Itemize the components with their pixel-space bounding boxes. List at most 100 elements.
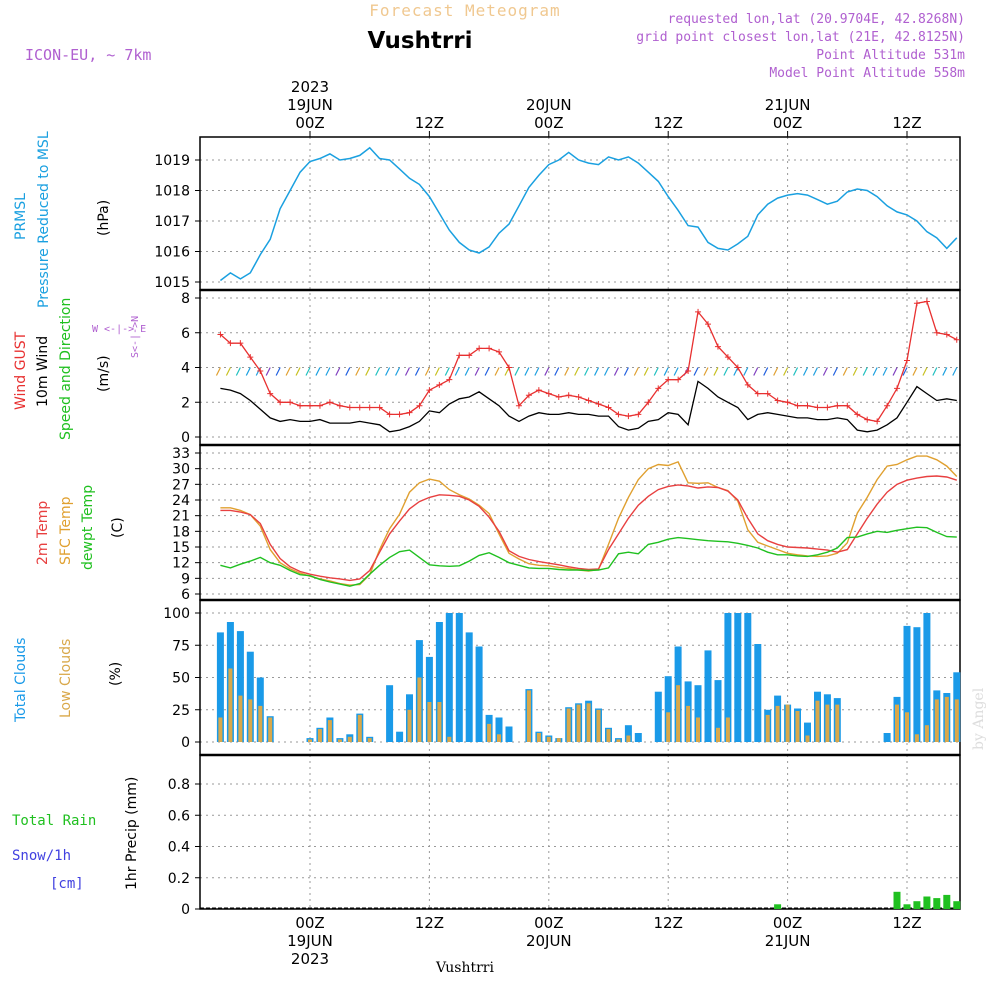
ms-label: (m/s) bbox=[96, 355, 112, 392]
low-cloud-bar bbox=[218, 717, 223, 742]
wind-direction-arrow bbox=[514, 367, 520, 376]
gust-marker bbox=[834, 402, 841, 409]
pct-label: (%) bbox=[108, 662, 124, 686]
gust-marker bbox=[406, 409, 413, 416]
low-cloud-bar bbox=[676, 685, 681, 742]
precip-unit-label: 1hr Precip (mm) bbox=[124, 777, 140, 890]
pressure-label: Pressure Reduced to MSL bbox=[36, 131, 52, 308]
gust-marker bbox=[535, 387, 542, 394]
panel-frames bbox=[199, 136, 961, 910]
gust-marker bbox=[565, 392, 572, 399]
wind-direction-arrow bbox=[633, 367, 639, 376]
gust-marker bbox=[734, 364, 741, 371]
wind-direction-arrow bbox=[822, 367, 828, 376]
top-time-label: 19JUN bbox=[287, 96, 333, 114]
wind-direction-arrow bbox=[275, 367, 281, 376]
gust-marker bbox=[297, 402, 304, 409]
low-cloud-bar bbox=[716, 727, 720, 742]
low-cloud-bar bbox=[487, 723, 492, 742]
total-cloud-bar bbox=[724, 613, 732, 742]
low-cloud-bar bbox=[696, 717, 700, 742]
gust-marker bbox=[346, 404, 353, 411]
wind-direction-arrow bbox=[504, 367, 510, 376]
gust-marker bbox=[764, 390, 771, 397]
sfc-temp-line bbox=[220, 455, 958, 586]
wind-direction-arrow bbox=[723, 367, 729, 376]
wind-direction-arrow bbox=[544, 367, 550, 376]
low-cloud-bar bbox=[238, 695, 243, 742]
y-tick-label: 30 bbox=[172, 462, 190, 478]
gust-label: Wind GUST bbox=[13, 331, 29, 410]
total-cloud-bar bbox=[714, 680, 722, 742]
wind-direction-arrow bbox=[474, 367, 480, 376]
total-cloud-bar bbox=[216, 632, 224, 742]
gust-marker bbox=[366, 404, 373, 411]
y-tick-label: 1018 bbox=[154, 184, 190, 200]
gust-marker bbox=[724, 354, 731, 361]
wind-direction-arrow bbox=[653, 367, 659, 376]
low-cloud-bar bbox=[775, 705, 780, 742]
y-tick-label: 33 bbox=[172, 446, 190, 462]
total-cloud-bar bbox=[804, 722, 811, 742]
low-cloud-bar bbox=[526, 690, 531, 742]
wind-direction-arrow bbox=[325, 367, 331, 376]
low-cloud-bar bbox=[616, 739, 621, 742]
model-label: ICON-EU, ~ 7km bbox=[25, 46, 151, 64]
total-cloud-bar bbox=[445, 613, 453, 742]
gust-marker bbox=[645, 399, 652, 406]
top-time-label: 12Z bbox=[892, 114, 921, 132]
bottom-time-label: 2023 bbox=[291, 950, 329, 968]
gust-marker bbox=[943, 331, 950, 338]
pressure-labels: PRMSL Pressure Reduced to MSL (hPa) bbox=[13, 131, 112, 308]
low-cloud-bar bbox=[825, 704, 830, 742]
low-cloud-bar bbox=[765, 714, 770, 742]
wind-direction-arrow bbox=[235, 367, 241, 376]
gust-marker bbox=[894, 385, 901, 392]
wind-labels: Wind GUST 10m Wind Speed and Direction (… bbox=[13, 298, 146, 440]
total-cloud-bar bbox=[923, 613, 931, 742]
y-tick-label: 0 bbox=[181, 902, 190, 918]
wind-direction-arrow bbox=[693, 367, 699, 376]
total-cloud-bar bbox=[694, 685, 702, 742]
gust-marker bbox=[744, 381, 751, 388]
total-cloud-bar bbox=[654, 691, 662, 742]
y-tick-label: 1019 bbox=[154, 153, 190, 169]
cloud-labels: Total Clouds Low Clouds (%) bbox=[13, 638, 124, 723]
low-cloud-bar bbox=[934, 699, 939, 742]
wind-direction-arrow bbox=[842, 367, 848, 376]
total-cloud-bar bbox=[236, 631, 244, 742]
wind-direction-arrow bbox=[345, 367, 351, 376]
gust-marker bbox=[247, 354, 254, 361]
gust-marker bbox=[774, 397, 781, 404]
low-cloud-bar bbox=[327, 720, 332, 742]
pressure-line bbox=[219, 146, 958, 282]
gust-marker bbox=[784, 399, 791, 406]
y-tick-label: 0.4 bbox=[168, 840, 190, 856]
y-tick-label: 25 bbox=[172, 703, 190, 719]
top-time-label: 00Z bbox=[534, 114, 563, 132]
y-tick-label: 18 bbox=[172, 524, 190, 540]
gust-marker bbox=[217, 331, 224, 338]
gust-marker bbox=[605, 404, 612, 411]
low-cloud-bar bbox=[248, 699, 253, 742]
gust-marker bbox=[695, 308, 702, 315]
wind-direction-arrow bbox=[852, 367, 858, 376]
precip-labels: Total Rain Snow/1h [cm] 1hr Precip (mm) bbox=[12, 777, 140, 892]
snow-label: Snow/1h bbox=[12, 848, 71, 864]
gust-marker bbox=[307, 402, 313, 409]
low-cloud-bar bbox=[905, 712, 909, 742]
y-tick-label: 50 bbox=[172, 671, 190, 687]
y-tick-label: 8 bbox=[181, 291, 190, 307]
low-cloud-bar bbox=[417, 677, 422, 742]
wind-direction-arrow bbox=[355, 367, 361, 376]
total-cloud-bar bbox=[425, 656, 433, 742]
wind-direction-arrow bbox=[305, 367, 311, 376]
gust-marker bbox=[436, 381, 443, 388]
gust-marker bbox=[705, 321, 711, 328]
gust-marker bbox=[515, 402, 522, 409]
gust-marker bbox=[625, 413, 632, 420]
wind-direction-arrow bbox=[584, 367, 590, 376]
low-cloud-bar bbox=[686, 705, 691, 742]
rain-bar bbox=[774, 904, 782, 909]
